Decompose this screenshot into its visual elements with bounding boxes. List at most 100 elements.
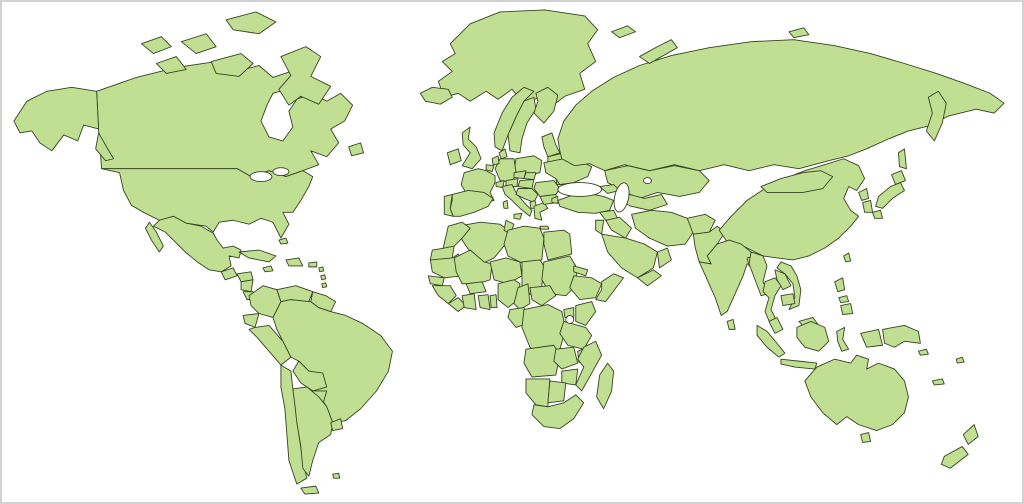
country-iceland [419,86,453,105]
country-eritrea [573,265,589,277]
black-sea [557,182,603,197]
country-mozambique [575,340,603,392]
country-indonesia-papua [860,328,883,348]
country-philippines-luzon [834,277,846,293]
country-south-korea [862,199,874,213]
country-somalia [595,273,625,303]
country-tierra-del-fuego [300,485,320,495]
country-canada-arctic1 [180,33,217,55]
country-usa-alaska-panhandle [95,132,115,162]
country-romania [533,180,561,197]
country-nicaragua [240,279,254,293]
country-russia-sakhalin [898,148,907,170]
country-argentina [292,386,334,477]
country-canada-arctic3 [141,36,172,55]
country-tanzania [559,320,593,350]
country-kenya [575,301,597,326]
country-guatemala [220,267,238,281]
country-egypt [543,229,573,261]
country-taiwan [843,252,852,263]
country-antilles1 [318,266,325,273]
lake-victoria [565,315,575,324]
country-namibia [525,378,551,408]
country-cameroon [513,283,531,310]
country-russia-novaya-zemlya [639,39,678,64]
country-ecuador [242,313,260,328]
country-madagascar [596,362,615,410]
country-falklands [332,472,341,479]
country-vietnam [776,261,802,310]
country-cambodia [780,293,796,307]
country-uruguay [330,418,344,432]
country-turkey-thrace [551,195,559,204]
country-iran [631,209,694,247]
country-guinea [431,285,457,305]
country-south-africa [531,394,585,430]
country-thailand [762,277,782,326]
country-ethiopia [569,275,603,301]
great-lakes-west [249,171,273,183]
country-algeria [457,221,509,265]
country-cuba [238,249,277,263]
country-canada-newfoundland [348,142,365,157]
country-angola [523,344,561,378]
country-north-korea [858,188,870,201]
country-uk [461,126,482,170]
country-sri-lanka [726,319,736,330]
country-laos [774,269,792,291]
country-solomon [917,348,929,356]
country-mongolia [760,170,834,193]
country-hispaniola [285,257,304,267]
country-colombia [248,285,282,318]
continent-north-america [13,9,599,305]
country-antilles3 [321,282,328,289]
country-yemen [637,269,662,287]
country-zimbabwe [561,368,579,386]
continent-africa [427,219,625,430]
country-japan-hokkaido [891,170,906,185]
country-canada-baffin [278,46,332,106]
country-senegal [427,275,445,287]
great-lakes-east [272,167,290,177]
country-russia-kamchatka [925,90,947,142]
country-finland [533,86,559,124]
country-fiji [955,356,965,364]
country-burkina [465,281,487,295]
country-saudi-arabia [601,233,658,279]
country-spain [449,190,494,217]
country-sweden [507,96,537,154]
country-usa-alaska [13,86,100,152]
country-svalbard [611,25,636,39]
country-canada-arctic2 [155,56,187,74]
country-australia-tasmania [860,432,872,443]
country-ivory-coast [461,293,477,310]
country-indonesia-sumatra [756,324,786,358]
country-jamaica [262,265,274,273]
country-mexico-baja [144,221,164,253]
country-japan-kyushu [872,209,883,219]
country-zambia [553,346,579,370]
country-oman [656,247,672,269]
country-canada-ellesmere [225,11,277,35]
water-bodies [249,167,652,324]
caspian-sea [613,182,630,213]
country-levant [595,219,605,235]
country-hungary [517,179,535,189]
country-indonesia-borneo [796,320,830,352]
country-italy-sardinia [502,199,509,209]
country-bolivia [292,360,328,392]
country-new-caledonia [931,378,945,386]
country-afghanistan [686,213,716,235]
country-puerto-rico [308,261,318,268]
country-mali [453,249,493,285]
country-bahamas [278,237,289,245]
country-new-zealand-north [962,424,979,445]
country-togo-benin [489,294,498,309]
country-usa [101,168,314,239]
country-antilles2 [320,274,327,281]
country-denmark [498,148,508,160]
country-italy [501,184,533,217]
country-venezuela [276,285,314,303]
continent-oceania [804,348,979,469]
